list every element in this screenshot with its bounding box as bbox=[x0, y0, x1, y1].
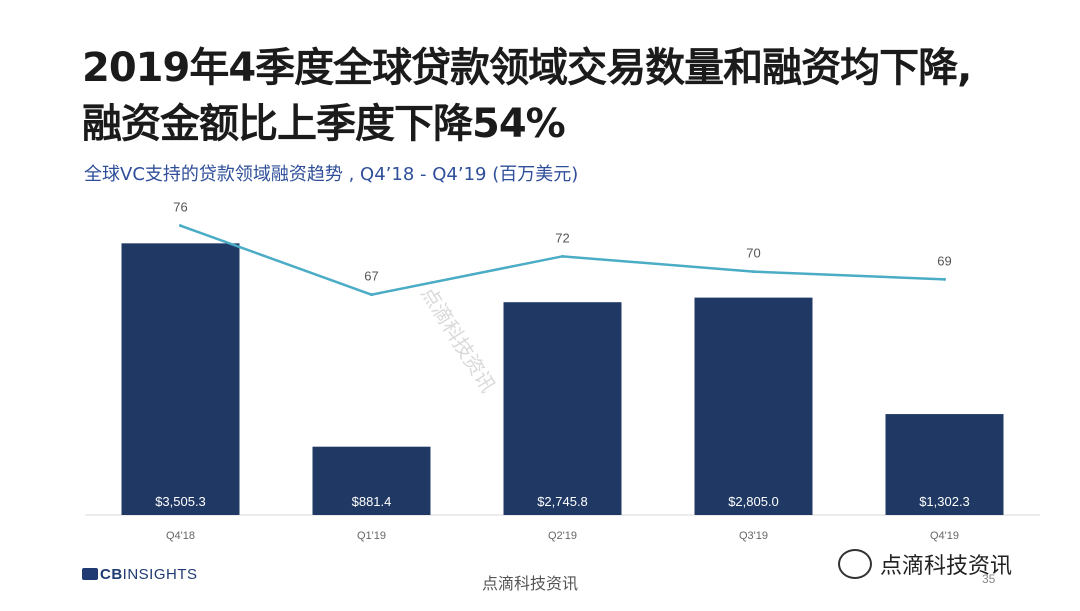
x-tick-label-4: Q4'19 bbox=[930, 530, 959, 542]
x-tick-label-0: Q4'18 bbox=[166, 530, 195, 542]
bar-value-label-3: $2,805.0 bbox=[728, 494, 779, 509]
title-line-2: 融资金额比上季度下降54% bbox=[82, 101, 566, 147]
logo-brand: CB bbox=[100, 566, 123, 583]
title-line-1: 2019年4季度全球贷款领域交易数量和融资均下降, bbox=[82, 45, 972, 91]
line-point-0 bbox=[179, 224, 182, 228]
page-number: 35 bbox=[982, 572, 996, 586]
wechat-icon bbox=[838, 549, 872, 579]
logo-text: INSIGHTS bbox=[122, 566, 198, 583]
page-title: 2019年4季度全球贷款领域交易数量和融资均下降, 融资金额比上季度下降54% bbox=[82, 40, 1042, 152]
chart-subtitle: 全球VC支持的贷款领域融资趋势 , Q4’18 - Q4’19 (百万美元) bbox=[84, 164, 579, 185]
brand-watermark-text: 点滴科技资讯 bbox=[880, 554, 1013, 579]
line-value-label-4: 69 bbox=[937, 253, 951, 268]
bar-value-label-0: $3,505.3 bbox=[155, 494, 206, 509]
bar-3 bbox=[694, 297, 813, 515]
bar-1 bbox=[312, 446, 431, 515]
bar-value-label-2: $2,745.8 bbox=[537, 494, 588, 509]
x-tick-label-3: Q3'19 bbox=[739, 530, 768, 542]
cbinsights-mark-icon bbox=[82, 568, 98, 580]
bar-value-label-4: $1,302.3 bbox=[919, 494, 970, 509]
cbinsights-logo: CBINSIGHTS bbox=[82, 566, 198, 583]
line-point-3 bbox=[752, 270, 755, 274]
bar-2 bbox=[503, 302, 622, 515]
line-value-label-0: 76 bbox=[173, 200, 187, 215]
line-value-label-3: 70 bbox=[746, 246, 760, 261]
line-value-label-2: 72 bbox=[555, 230, 569, 245]
x-tick-label-2: Q2'19 bbox=[548, 530, 577, 542]
bar-4 bbox=[885, 414, 1004, 515]
footer-watermark: 点滴科技资讯 bbox=[482, 574, 579, 593]
bar-value-label-1: $881.4 bbox=[352, 494, 392, 509]
bar-0 bbox=[121, 243, 240, 516]
line-point-1 bbox=[370, 293, 373, 297]
line-value-label-1: 67 bbox=[364, 269, 378, 284]
line-point-2 bbox=[561, 254, 564, 258]
line-point-4 bbox=[943, 277, 946, 281]
brand-watermark: 点滴科技资讯 bbox=[838, 548, 1012, 580]
x-tick-label-1: Q1'19 bbox=[357, 530, 386, 542]
